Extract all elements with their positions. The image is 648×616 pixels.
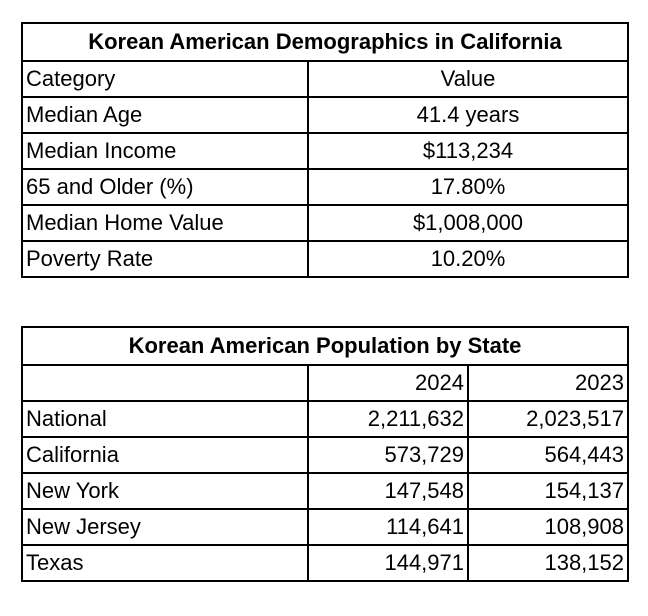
value-cell: 573,729 (307, 436, 469, 474)
value-cell: 2,023,517 (467, 400, 629, 438)
row-label: Median Income (21, 132, 309, 170)
value-cell: $113,234 (307, 132, 629, 170)
value-cell: 144,971 (307, 544, 469, 582)
row-label: Median Age (21, 96, 309, 134)
row-label: National (21, 400, 309, 438)
value-cell: 138,152 (467, 544, 629, 582)
row-label: California (21, 436, 309, 474)
table-row: Median Age 41.4 years (21, 96, 629, 134)
table-title: Korean American Demographics in Californ… (21, 22, 629, 62)
row-label: New York (21, 472, 309, 510)
row-label: 65 and Older (%) (21, 168, 309, 206)
table-row: National 2,211,632 2,023,517 (21, 400, 629, 438)
value-cell: 108,908 (467, 508, 629, 546)
demographics-table: Korean American Demographics in Californ… (21, 22, 629, 278)
header-cell: Category (21, 60, 309, 98)
table-row: 65 and Older (%) 17.80% (21, 168, 629, 206)
table-title: Korean American Population by State (21, 326, 629, 366)
header-cell: 2023 (467, 364, 629, 402)
value-cell: 564,443 (467, 436, 629, 474)
row-label: Median Home Value (21, 204, 309, 242)
value-cell: 41.4 years (307, 96, 629, 134)
table-row: Median Home Value $1,008,000 (21, 204, 629, 242)
header-cell (21, 364, 309, 402)
table-row: New York 147,548 154,137 (21, 472, 629, 510)
value-cell: 114,641 (307, 508, 469, 546)
value-cell: 154,137 (467, 472, 629, 510)
row-label: Poverty Rate (21, 240, 309, 278)
table-row: California 573,729 564,443 (21, 436, 629, 474)
row-label: New Jersey (21, 508, 309, 546)
value-cell: 147,548 (307, 472, 469, 510)
row-label: Texas (21, 544, 309, 582)
table-row: Poverty Rate 10.20% (21, 240, 629, 278)
population-table: Korean American Population by State 2024… (21, 326, 629, 582)
value-cell: 17.80% (307, 168, 629, 206)
value-cell: $1,008,000 (307, 204, 629, 242)
table-row: Texas 144,971 138,152 (21, 544, 629, 582)
header-cell: Value (307, 60, 629, 98)
table-row: Median Income $113,234 (21, 132, 629, 170)
header-cell: 2024 (307, 364, 469, 402)
value-cell: 10.20% (307, 240, 629, 278)
table-row: New Jersey 114,641 108,908 (21, 508, 629, 546)
value-cell: 2,211,632 (307, 400, 469, 438)
